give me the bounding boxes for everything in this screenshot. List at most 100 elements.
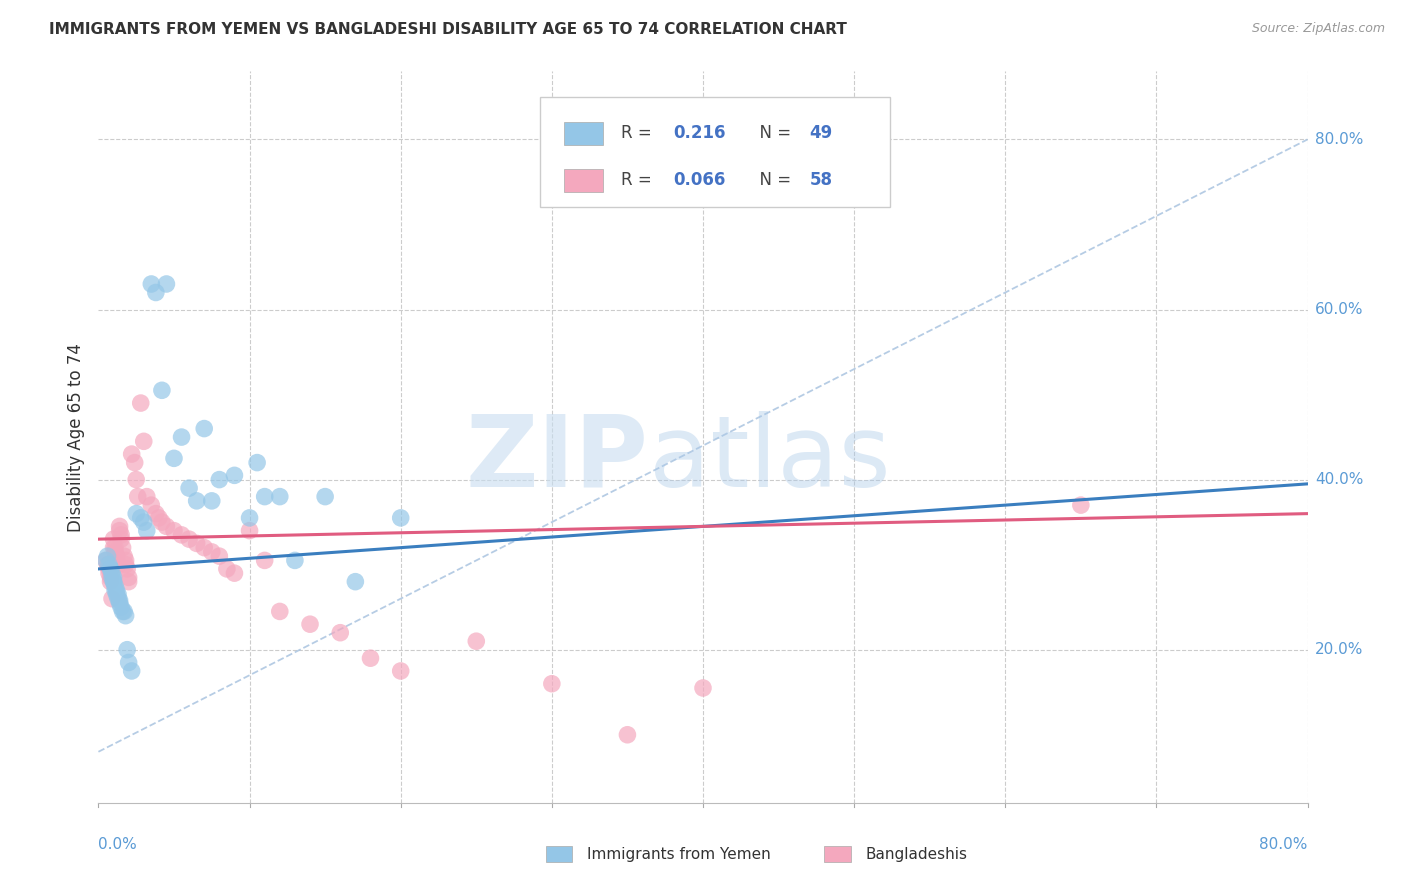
Text: Bangladeshis: Bangladeshis	[865, 847, 967, 862]
Point	[389, 511, 412, 525]
FancyBboxPatch shape	[540, 97, 890, 207]
Point	[193, 541, 215, 555]
Point	[127, 490, 149, 504]
Point	[105, 587, 128, 601]
Point	[239, 524, 262, 538]
Point	[179, 532, 201, 546]
Point	[110, 528, 132, 542]
Point	[107, 558, 129, 572]
FancyBboxPatch shape	[564, 169, 603, 192]
Point	[389, 664, 412, 678]
Point	[103, 574, 125, 589]
Point	[114, 553, 136, 567]
Point	[104, 541, 127, 555]
Point	[253, 553, 276, 567]
Point	[186, 494, 208, 508]
Point	[1070, 498, 1092, 512]
Text: atlas: atlas	[648, 410, 890, 508]
Point	[179, 481, 201, 495]
Point	[105, 549, 128, 563]
Point	[269, 604, 291, 618]
FancyBboxPatch shape	[564, 121, 603, 145]
Point	[224, 566, 246, 581]
Point	[141, 498, 163, 512]
Point	[193, 421, 215, 435]
Point	[94, 553, 117, 567]
Point	[107, 587, 129, 601]
Point	[170, 430, 193, 444]
Point	[239, 511, 262, 525]
Point	[135, 524, 157, 538]
Point	[100, 570, 122, 584]
Point	[101, 566, 124, 581]
Point	[269, 490, 291, 504]
Point	[201, 494, 224, 508]
Point	[112, 549, 135, 563]
Text: 40.0%: 40.0%	[1315, 472, 1364, 487]
Point	[101, 570, 124, 584]
Point	[329, 625, 352, 640]
Point	[108, 593, 131, 607]
Text: 60.0%: 60.0%	[1315, 302, 1364, 317]
Text: Source: ZipAtlas.com: Source: ZipAtlas.com	[1251, 22, 1385, 36]
Point	[104, 545, 127, 559]
Point	[112, 604, 135, 618]
Point	[121, 664, 143, 678]
FancyBboxPatch shape	[824, 846, 851, 862]
Point	[155, 277, 177, 291]
Point	[108, 519, 131, 533]
Point	[100, 562, 122, 576]
Point	[104, 579, 127, 593]
Text: Immigrants from Yemen: Immigrants from Yemen	[586, 847, 770, 862]
Point	[118, 574, 141, 589]
Text: ZIP: ZIP	[465, 410, 648, 508]
Point	[98, 562, 121, 576]
Text: 0.066: 0.066	[672, 171, 725, 189]
Point	[208, 473, 231, 487]
Point	[121, 447, 143, 461]
Point	[100, 574, 122, 589]
Point	[201, 545, 224, 559]
Point	[115, 562, 138, 576]
Point	[141, 277, 163, 291]
Point	[96, 549, 118, 563]
Point	[132, 434, 155, 449]
Point	[360, 651, 382, 665]
Point	[104, 583, 127, 598]
Point	[115, 642, 138, 657]
Point	[155, 519, 177, 533]
Point	[186, 536, 208, 550]
Point	[616, 728, 638, 742]
Y-axis label: Disability Age 65 to 74: Disability Age 65 to 74	[66, 343, 84, 532]
Point	[105, 583, 128, 598]
Point	[129, 511, 152, 525]
Point	[107, 591, 129, 606]
Point	[98, 566, 121, 581]
Point	[118, 656, 141, 670]
Text: N =: N =	[749, 124, 796, 143]
Point	[98, 558, 121, 572]
Point	[108, 524, 131, 538]
Point	[150, 384, 173, 398]
Point	[148, 511, 170, 525]
Point	[246, 456, 269, 470]
Point	[96, 558, 118, 572]
Point	[465, 634, 488, 648]
Text: R =: R =	[621, 124, 657, 143]
Point	[114, 558, 136, 572]
Point	[163, 524, 186, 538]
Point	[124, 456, 146, 470]
Text: R =: R =	[621, 171, 657, 189]
Point	[105, 553, 128, 567]
Point	[111, 604, 134, 618]
Point	[103, 541, 125, 555]
Point	[111, 541, 134, 555]
Point	[314, 490, 336, 504]
Point	[132, 515, 155, 529]
Point	[170, 528, 193, 542]
Point	[103, 570, 125, 584]
Point	[692, 681, 714, 695]
Point	[125, 507, 148, 521]
FancyBboxPatch shape	[546, 846, 572, 862]
Text: 49: 49	[810, 124, 832, 143]
